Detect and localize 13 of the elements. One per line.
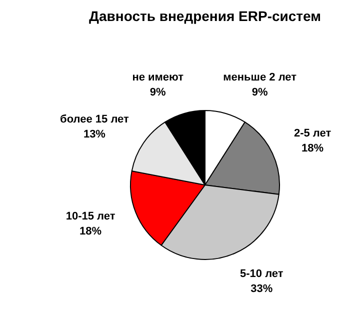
- slice-label: меньше 2 лет: [223, 72, 298, 84]
- data-label: 33%: [250, 282, 273, 295]
- data-label: 13%: [83, 128, 106, 140]
- slice-label: 5-10 лет: [240, 268, 284, 280]
- slice-label: не имеют: [132, 72, 184, 84]
- data-label: 18%: [80, 226, 102, 238]
- data-label: 9%: [150, 86, 166, 99]
- data-label: 9%: [252, 86, 268, 99]
- data-label: 18%: [302, 142, 324, 155]
- slice-label: более 15 лет: [60, 113, 130, 126]
- slice-label: 10-15 лет: [66, 210, 116, 222]
- chart-title: Давность внедрения ERP-систем: [88, 8, 322, 26]
- slice-label: 2-5 лет: [294, 128, 332, 140]
